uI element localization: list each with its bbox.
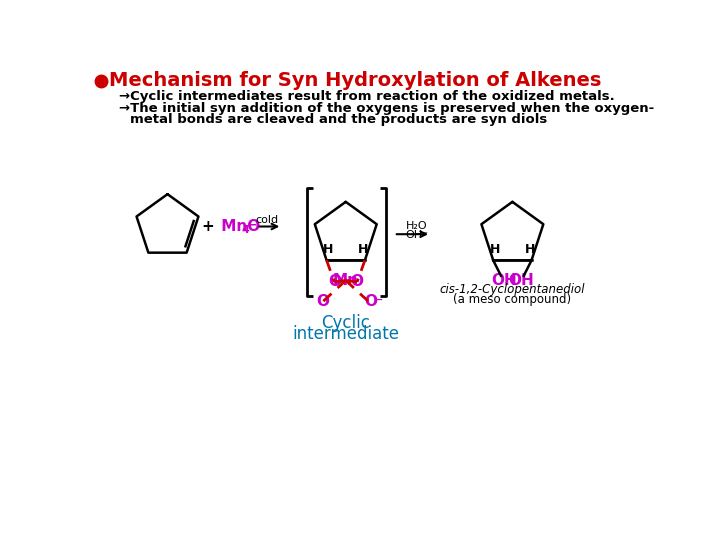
Text: H: H	[490, 243, 500, 256]
Text: −: −	[374, 295, 383, 305]
Text: intermediate: intermediate	[292, 325, 400, 342]
Text: →The initial syn addition of the oxygens is preserved when the oxygen-: →The initial syn addition of the oxygens…	[120, 102, 654, 115]
Text: Mechanism for Syn Hydroxylation of Alkenes: Mechanism for Syn Hydroxylation of Alken…	[109, 71, 601, 91]
Text: +: +	[202, 219, 214, 234]
Text: H: H	[323, 243, 333, 256]
Text: O: O	[316, 294, 329, 309]
Text: →Cyclic intermediates result from reaction of the oxidized metals.: →Cyclic intermediates result from reacti…	[120, 90, 615, 103]
Text: O: O	[328, 274, 341, 289]
Text: OH⁻: OH⁻	[405, 230, 428, 240]
Text: O: O	[364, 294, 377, 309]
Text: H: H	[358, 243, 369, 256]
Text: cold: cold	[255, 215, 278, 225]
Text: O: O	[351, 274, 364, 289]
Text: (a meso compound): (a meso compound)	[454, 293, 572, 306]
Text: −: −	[246, 219, 257, 232]
Text: Mn: Mn	[333, 273, 359, 288]
Text: metal bonds are cleaved and the products are syn diols: metal bonds are cleaved and the products…	[130, 113, 547, 126]
Text: 4: 4	[242, 225, 250, 234]
Text: OH: OH	[491, 273, 517, 288]
Text: MnO: MnO	[215, 219, 260, 234]
Text: H: H	[525, 243, 535, 256]
Text: cis-1,2-Cyclopentanediol: cis-1,2-Cyclopentanediol	[440, 283, 585, 296]
Text: OH: OH	[508, 273, 534, 288]
Text: Cyclic: Cyclic	[321, 314, 370, 332]
Text: H₂O: H₂O	[405, 221, 427, 231]
